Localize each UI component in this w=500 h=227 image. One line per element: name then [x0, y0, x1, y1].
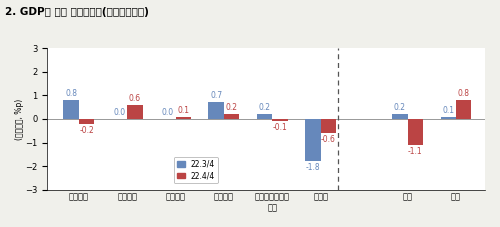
Bar — [128, 105, 142, 119]
Bar — [392, 114, 407, 119]
Bar — [320, 119, 336, 133]
Text: -1.1: -1.1 — [408, 147, 422, 156]
Text: 0.0: 0.0 — [114, 108, 126, 117]
Text: -1.8: -1.8 — [306, 163, 320, 172]
Bar — [64, 100, 79, 119]
Bar — [305, 119, 320, 161]
Text: -0.2: -0.2 — [80, 126, 94, 135]
Text: 0.8: 0.8 — [458, 89, 469, 98]
Bar — [79, 119, 94, 124]
Bar — [456, 100, 471, 119]
Bar — [440, 116, 456, 119]
Bar — [208, 102, 224, 119]
Text: 0.7: 0.7 — [210, 91, 222, 101]
Bar — [176, 116, 191, 119]
Bar — [272, 119, 288, 121]
Text: -0.1: -0.1 — [272, 123, 287, 132]
Text: 0.1: 0.1 — [442, 106, 454, 115]
Text: 0.8: 0.8 — [65, 89, 77, 98]
Bar — [408, 119, 423, 145]
Text: 0.1: 0.1 — [178, 106, 190, 115]
Text: 0.6: 0.6 — [129, 94, 141, 103]
Text: 0.2: 0.2 — [394, 103, 406, 112]
Text: 0.2: 0.2 — [258, 103, 270, 112]
Bar — [224, 114, 240, 119]
Text: -0.6: -0.6 — [321, 135, 336, 144]
Y-axis label: (전기대비, %p): (전기대비, %p) — [15, 98, 24, 140]
Text: 0.2: 0.2 — [226, 103, 237, 112]
Text: 2. GDP에 대한 성장기여도(계절조정계열): 2. GDP에 대한 성장기여도(계절조정계열) — [5, 7, 149, 17]
Legend: 22.3/4, 22.4/4: 22.3/4, 22.4/4 — [174, 157, 218, 183]
Bar — [257, 114, 272, 119]
Text: 0.0: 0.0 — [162, 108, 174, 117]
